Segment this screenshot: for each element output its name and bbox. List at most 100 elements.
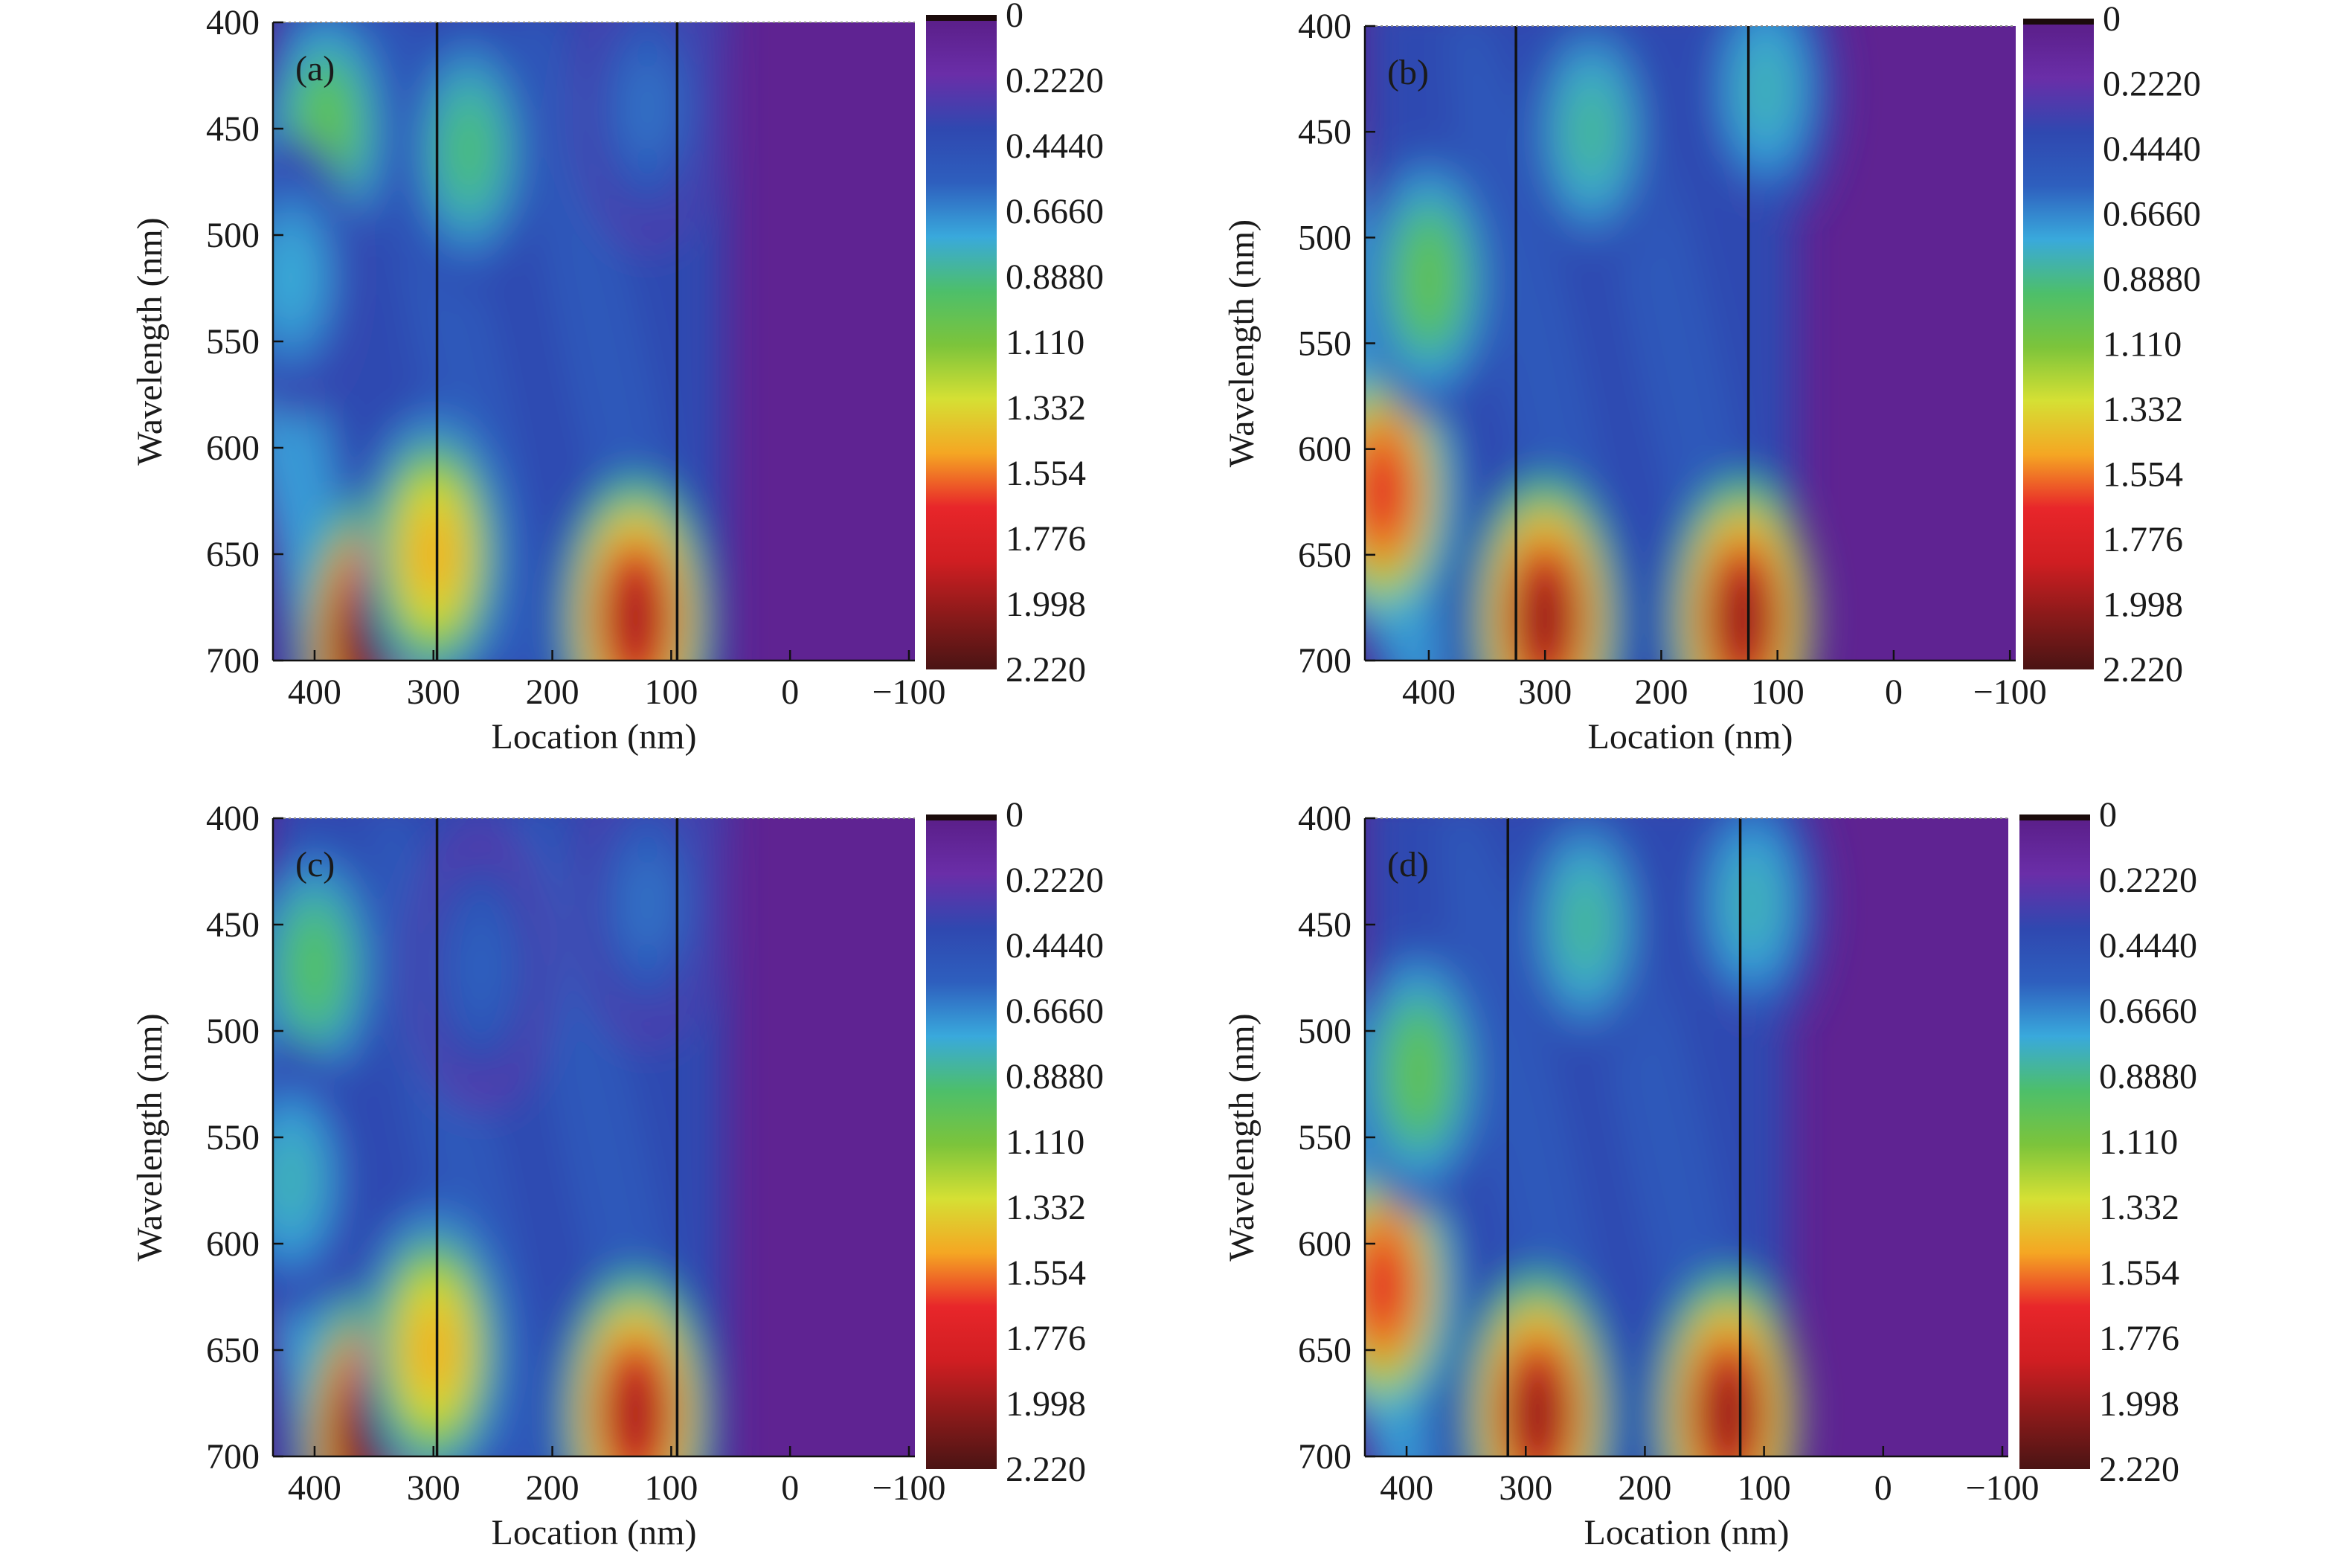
x-tick-label: 200 <box>526 1468 579 1508</box>
colorbar-tick-label: 1.332 <box>1006 388 1086 428</box>
x-tick-label: 400 <box>1380 1468 1433 1508</box>
y-tick-label: 600 <box>206 1224 260 1264</box>
y-tick-label: 450 <box>1298 112 1352 152</box>
hotspot <box>1394 1025 1443 1122</box>
colorbar: 0 0.2220 0.4440 0.6660 0.8880 1.110 1.332 1.554… <box>926 795 1104 1489</box>
x-tick-label: 300 <box>407 1468 460 1508</box>
colorbar-gradient <box>926 21 997 669</box>
hotspot <box>1365 1238 1407 1334</box>
colorbar-tick-label: 1.554 <box>2099 1253 2179 1293</box>
colorbar: 0 0.2220 0.4440 0.6660 0.8880 1.110 1.332 1.554… <box>2023 0 2201 690</box>
colorbar-tick-label: 0.8880 <box>1006 257 1104 297</box>
hotspot <box>445 102 493 199</box>
x-tick-label: 200 <box>526 672 579 712</box>
x-axis-label: Location (nm) <box>1584 1513 1790 1552</box>
colorbar-tick-label: 1.332 <box>2103 390 2183 429</box>
heatmap-area <box>1365 26 2016 661</box>
y-tick-label: 700 <box>1298 641 1352 681</box>
field-band <box>273 818 358 1456</box>
panel-label: (d) <box>1387 845 1429 884</box>
colorbar-tick-label: 1.110 <box>1006 1122 1084 1162</box>
heatmap-area <box>1365 818 2008 1456</box>
hotspot <box>1520 570 1569 661</box>
x-tick-label: 400 <box>288 1468 341 1508</box>
colorbar-tick-label: 1.776 <box>2103 520 2183 559</box>
y-tick-label: 700 <box>206 1437 260 1477</box>
hotspot <box>457 919 505 1015</box>
colorbar-top-marker <box>926 15 997 21</box>
colorbar: 0 0.2220 0.4440 0.6660 0.8880 1.110 1.332 1.554… <box>926 0 1104 690</box>
colorbar-tick-label: 1.776 <box>1006 519 1086 559</box>
hotspot <box>409 506 458 603</box>
y-tick-label: 650 <box>1298 536 1352 575</box>
y-tick-label: 550 <box>1298 324 1352 364</box>
colorbar-tick-label: 0.2220 <box>1006 861 1104 900</box>
y-tick-label: 700 <box>1298 1437 1352 1477</box>
colorbar-top-marker <box>926 814 997 820</box>
colorbar-tick-label: 0 <box>2099 795 2117 835</box>
colorbar-tick-label: 1.776 <box>2099 1319 2179 1358</box>
hotspot <box>409 1302 458 1398</box>
hotspot <box>1728 855 1776 951</box>
colorbar-tick-label: 0.2220 <box>2099 861 2197 900</box>
panel-label: (b) <box>1387 53 1429 92</box>
colorbar-tick-label: 0.6660 <box>2099 992 2197 1031</box>
x-tick-label: 200 <box>1634 672 1688 712</box>
colorbar-tick-label: 0.8880 <box>1006 1057 1104 1096</box>
colorbar-tick-label: 0.4440 <box>1006 126 1104 166</box>
colorbar-tick-label: 1.554 <box>2103 455 2183 495</box>
colorbar-tick-label: 0.8880 <box>2103 260 2201 299</box>
hotspot <box>1704 1366 1752 1456</box>
colorbar-tick-label: 1.554 <box>1006 1253 1086 1293</box>
panel-b: 400 450 500 550 600 650 700 400 300 200 100 0 −100 Lo… <box>1222 0 2201 756</box>
x-tick-label: 0 <box>781 1468 799 1508</box>
hotspot <box>1513 1366 1562 1456</box>
x-tick-label: −100 <box>1965 1468 2039 1508</box>
panel-label: (c) <box>295 845 335 884</box>
hotspot <box>611 1366 660 1456</box>
hotspot <box>1561 876 1610 973</box>
y-tick-label: 450 <box>206 109 260 149</box>
y-axis-label: Wavelength (nm) <box>1222 1013 1262 1261</box>
y-tick-label: 700 <box>206 641 260 681</box>
hotspot <box>1404 231 1453 328</box>
y-tick-label: 400 <box>206 799 260 838</box>
panel-label: (a) <box>295 49 335 89</box>
colorbar-top-marker <box>2023 19 2094 25</box>
hotspot <box>611 570 660 661</box>
x-tick-label: −100 <box>872 672 945 712</box>
y-tick-label: 550 <box>206 322 260 362</box>
y-tick-label: 400 <box>1298 7 1352 46</box>
colorbar-tick-label: 1.554 <box>1006 454 1086 493</box>
hotspot <box>623 855 672 951</box>
y-tick-label: 650 <box>206 1331 260 1370</box>
y-tick-label: 600 <box>1298 1224 1352 1264</box>
x-tick-label: 0 <box>781 672 799 712</box>
colorbar-tick-label: 0.4440 <box>2103 129 2201 169</box>
colorbar-gradient <box>2019 820 2090 1469</box>
y-tick-label: 650 <box>206 535 260 574</box>
heatmap-area <box>273 22 915 661</box>
colorbar-tick-label: 0.2220 <box>2103 65 2201 104</box>
x-tick-label: 400 <box>288 672 341 712</box>
x-tick-label: 100 <box>644 672 698 712</box>
colorbar-tick-label: 0.6660 <box>2103 195 2201 234</box>
hotspot <box>623 59 672 156</box>
heatmap-area <box>273 818 915 1456</box>
x-tick-label: 0 <box>1885 672 1903 712</box>
colorbar-tick-label: 1.110 <box>1006 323 1084 362</box>
hotspot <box>1718 570 1767 661</box>
y-tick-label: 600 <box>206 428 260 468</box>
colorbar-tick-label: 1.332 <box>1006 1188 1086 1227</box>
colorbar-tick-label: 0.2220 <box>1006 61 1104 100</box>
y-tick-label: 400 <box>1298 799 1352 838</box>
hotspot <box>273 229 315 326</box>
y-axis-label: Wavelength (nm) <box>130 217 170 465</box>
y-axis-label: Wavelength (nm) <box>1222 219 1262 467</box>
colorbar-tick-label: 1.332 <box>2099 1188 2179 1227</box>
x-tick-label: 300 <box>1518 672 1572 712</box>
x-tick-label: −100 <box>1973 672 2047 712</box>
colorbar-tick-label: 1.998 <box>1006 1384 1086 1424</box>
colorbar-tick-label: 0.6660 <box>1006 192 1104 231</box>
